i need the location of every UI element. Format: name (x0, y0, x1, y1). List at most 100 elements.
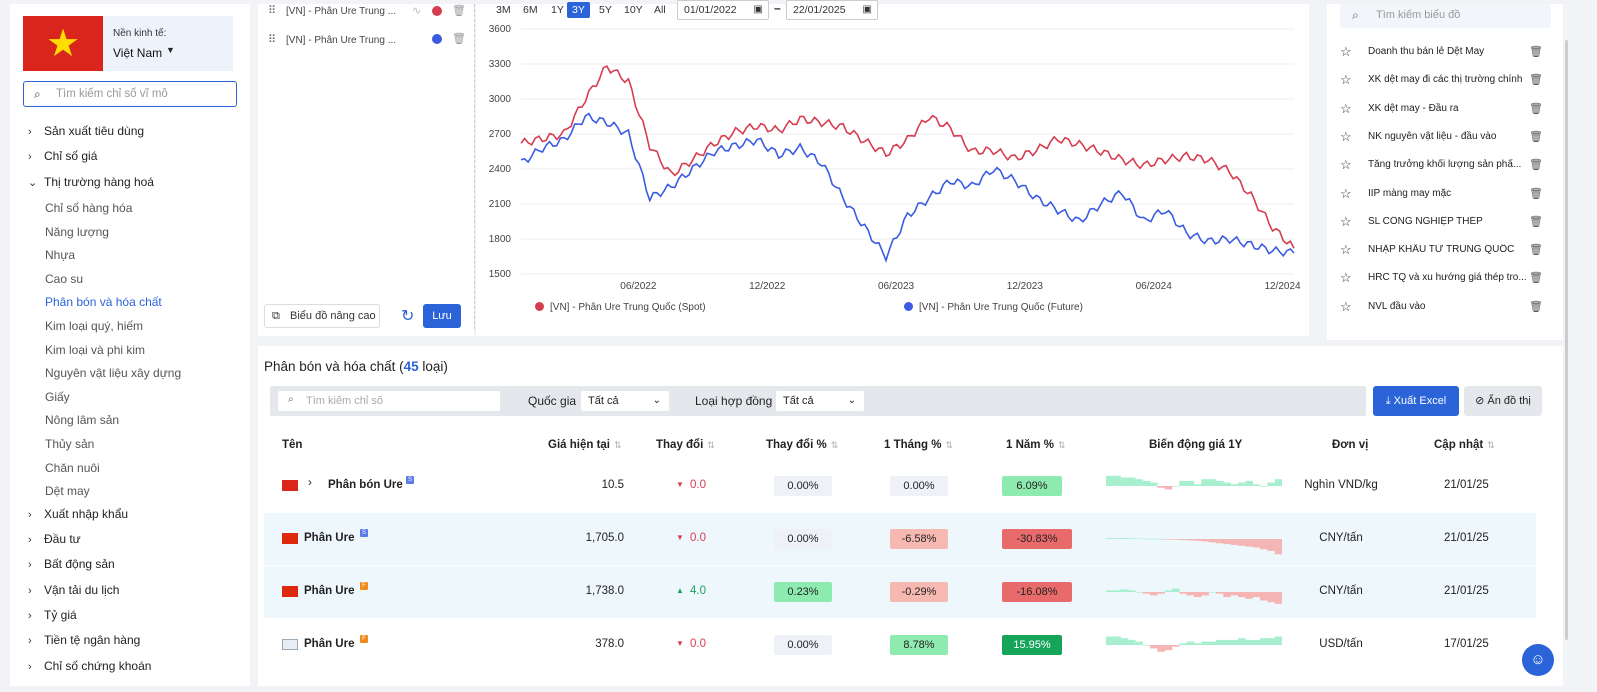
chart-search-input[interactable]: ⌕ Tìm kiếm biểu đồ (1340, 4, 1551, 28)
sort-icon[interactable]: ⇅ (945, 440, 954, 450)
star-icon[interactable]: ☆ (1340, 298, 1352, 314)
favorite-item[interactable]: ☆ NHẬP KHẨU TỪ TRUNG QUỐC 🗑 (1340, 240, 1550, 260)
favorite-item[interactable]: ☆ SL CÔNG NGHIỆP THÉP 🗑 (1340, 212, 1550, 232)
trash-icon[interactable]: 🗑 (1529, 187, 1543, 200)
nav-subitem[interactable]: Dệt may (45, 484, 90, 499)
favorite-item[interactable]: ☆ NK nguyên vật liệu - đầu vào 🗑 (1340, 127, 1550, 147)
column-header[interactable]: 1 Tháng % ⇅ (884, 439, 953, 451)
favorite-item[interactable]: ☆ Tăng trưởng khối lượng sản phẩ... 🗑 (1340, 155, 1550, 175)
economy-selector[interactable]: Nền kinh tế: Việt Nam ▼ (103, 16, 233, 71)
table-row[interactable]: Phân Ure S 1,705.0 ▼ 0.0 0.00% -6.58% -30.83% CN… (264, 513, 1536, 565)
hide-chart-button[interactable]: ⊘ Ẩn đồ thị (1464, 386, 1542, 416)
favorite-item[interactable]: ☆ XK dệt may đi các thị trường chính 🗑 (1340, 70, 1550, 90)
drag-handle-icon[interactable]: ⠿ (268, 34, 277, 46)
column-header[interactable]: Thay đổi ⇅ (656, 439, 715, 451)
trash-icon[interactable]: 🗑 (1529, 272, 1543, 285)
star-icon[interactable]: ☆ (1340, 185, 1352, 201)
nav-subitem[interactable]: Thủy sản (45, 436, 95, 451)
star-icon[interactable]: ☆ (1340, 157, 1352, 173)
legend-item[interactable]: [VN] - Phân Ure Trung Quốc (Future) (904, 302, 1083, 313)
table-row[interactable]: Phân Ure F 378.0 ▼ 0.0 0.00% 8.78% 15.95% USD/tấ… (264, 619, 1536, 671)
nav-group-5[interactable]: › Bất động sản (28, 557, 115, 571)
country-select[interactable]: Tất cả ⌄ (581, 391, 669, 411)
trash-icon[interactable]: 🗑 (1529, 74, 1543, 87)
star-icon[interactable]: ☆ (1340, 270, 1352, 286)
nav-subitem[interactable]: Nguyên vật liệu xây dựng (45, 366, 182, 381)
nav-subitem[interactable]: Kim loại và phi kim (45, 342, 146, 357)
nav-group-0[interactable]: › Sản xuất tiêu dùng (28, 124, 144, 138)
range-1y-button[interactable]: 1Y (551, 4, 564, 16)
nav-subitem[interactable]: Kim loại quý, hiếm (45, 318, 144, 333)
range-5y-button[interactable]: 5Y (599, 4, 612, 16)
column-header[interactable]: Tên (282, 439, 302, 451)
trash-icon[interactable]: 🗑 (1529, 215, 1543, 228)
trash-icon[interactable]: 🗑 (1529, 102, 1543, 115)
column-header[interactable]: 1 Năm % ⇅ (1006, 439, 1065, 451)
indicator-name[interactable]: Phân Ure (304, 638, 355, 650)
table-row[interactable]: Phân Ure F 1,738.0 ▲ 4.0 0.23% -0.29% -16.08% CN… (264, 566, 1536, 618)
nav-group-2[interactable]: ⌄ Thị trường hàng hoá (28, 175, 154, 189)
nav-subitem[interactable]: Nhựa (45, 248, 76, 263)
range-all-button[interactable]: All (654, 4, 666, 16)
price-line-chart[interactable]: 1500 1800 2100 2400 2700 3000 3300 3600 06/2022 1… (476, 22, 1306, 297)
nav-subitem[interactable]: Chỉ số hàng hóa (45, 200, 133, 215)
column-header[interactable]: Cập nhật ⇅ (1434, 439, 1495, 451)
table-row[interactable]: › Phân bón Ure S 10.5 ▼ 0.0 0.00% 0.00% 6.09% Ngh… (264, 460, 1536, 512)
nav-group-6[interactable]: › Vận tải du lịch (28, 583, 119, 597)
nav-subitem[interactable]: Nông lâm sản (45, 413, 120, 428)
star-icon[interactable]: ☆ (1340, 213, 1352, 229)
star-icon[interactable]: ☆ (1340, 44, 1352, 59)
favorite-item[interactable]: ☆ NVL đầu vào 🗑 (1340, 297, 1550, 317)
star-icon[interactable]: ☆ (1340, 72, 1352, 88)
refresh-icon[interactable]: ↻ (401, 308, 415, 325)
chat-support-icon[interactable]: ☺ (1522, 644, 1554, 676)
nav-group-7[interactable]: › Tỷ giá (28, 608, 77, 622)
nav-subitem[interactable]: Cao su (45, 271, 84, 286)
save-button[interactable]: Lưu (423, 304, 461, 328)
nav-subitem[interactable]: Phân bón và hóa chất (45, 295, 162, 310)
nav-subitem[interactable]: Năng lượng (45, 224, 109, 239)
column-header[interactable]: Thay đổi % ⇅ (766, 439, 838, 451)
export-excel-button[interactable]: ⤓ Xuất Excel (1373, 386, 1459, 416)
range-6m-button[interactable]: 6M (523, 4, 538, 16)
range-3y-button[interactable]: 3Y (567, 2, 590, 18)
series-item[interactable]: ⠿ [VN] - Phân Ure Trung ... (268, 33, 396, 46)
favorite-item[interactable]: ☆ HRC TQ và xu hướng giá thép tro... 🗑 (1340, 268, 1550, 288)
favorite-item[interactable]: ☆ Doanh thu bán lẻ Dệt May 🗑 (1340, 42, 1550, 62)
nav-subitem[interactable]: Giấy (45, 389, 70, 404)
column-header[interactable]: Biến động giá 1Y (1149, 439, 1242, 451)
date-to-input[interactable]: 22/01/2025 ▣ (786, 0, 878, 20)
trash-icon[interactable]: 🗑 (452, 33, 466, 45)
range-3m-button[interactable]: 3M (496, 4, 511, 16)
scrollbar[interactable] (1565, 40, 1568, 640)
indicator-search-input[interactable]: ⌕ Tìm kiếm chỉ số (278, 391, 500, 411)
date-from-input[interactable]: 01/01/2022 ▣ (677, 0, 769, 20)
sort-icon[interactable]: ⇅ (1487, 440, 1495, 450)
range-10y-button[interactable]: 10Y (624, 4, 643, 16)
trash-icon[interactable]: 🗑 (1529, 300, 1543, 313)
indicator-name[interactable]: Phân bón Ure (328, 479, 403, 491)
nav-group-3[interactable]: › Xuất nhập khẩu (28, 507, 128, 521)
macro-search-input[interactable]: ⌕ Tìm kiếm chỉ số vĩ mô (23, 81, 237, 107)
trash-icon[interactable]: 🗑 (1529, 130, 1543, 143)
sort-icon[interactable]: ⇅ (830, 440, 839, 450)
star-icon[interactable]: ☆ (1340, 242, 1352, 258)
sort-icon[interactable]: ⇅ (1057, 440, 1066, 450)
column-header[interactable]: Đơn vị (1332, 439, 1368, 451)
indicator-name[interactable]: Phân Ure (304, 532, 355, 544)
trash-icon[interactable]: 🗑 (1529, 244, 1543, 257)
trash-icon[interactable]: 🗑 (452, 5, 466, 17)
contract-type-select[interactable]: Tất cả ⌄ (776, 391, 864, 411)
legend-item[interactable]: [VN] - Phân Ure Trung Quốc (Spot) (535, 302, 706, 313)
favorite-item[interactable]: ☆ XK dệt may - Đầu ra 🗑 (1340, 99, 1550, 119)
nav-group-1[interactable]: › Chỉ số giá (28, 149, 97, 163)
nav-group-4[interactable]: › Đầu tư (28, 532, 81, 546)
sort-icon[interactable]: ⇅ (707, 440, 715, 450)
favorite-item[interactable]: ☆ IIP màng may mặc 🗑 (1340, 184, 1550, 204)
nav-group-9[interactable]: › Chỉ số chứng khoán (28, 659, 151, 673)
nav-subitem[interactable]: Chăn nuôi (45, 460, 100, 475)
trash-icon[interactable]: 🗑 (1529, 159, 1543, 172)
trash-icon[interactable]: 🗑 (1529, 46, 1543, 58)
series-color-dot[interactable] (432, 6, 442, 16)
line-chart-icon[interactable]: ∿ (412, 5, 422, 17)
